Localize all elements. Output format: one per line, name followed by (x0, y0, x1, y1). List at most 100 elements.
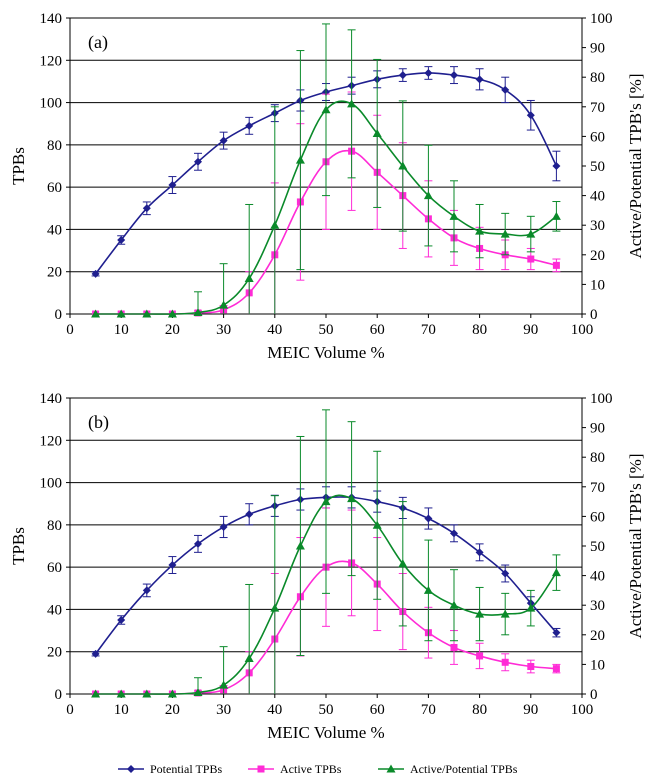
left-y-tick-label: 80 (47, 518, 62, 534)
data-point (142, 204, 151, 213)
x-tick-label: 0 (66, 322, 74, 338)
data-point (219, 136, 228, 145)
data-point (142, 309, 152, 318)
x-tick-label: 90 (523, 322, 538, 338)
right-y-tick-label: 100 (590, 391, 613, 407)
right-y-tick-label: 40 (590, 569, 605, 585)
data-point (475, 609, 485, 618)
data-point (526, 111, 535, 120)
data-point (551, 568, 561, 577)
right-y-tick-label: 10 (590, 277, 605, 293)
data-point (475, 226, 485, 235)
data-point (347, 494, 357, 503)
data-point (295, 155, 305, 164)
data-point (526, 229, 536, 238)
data-point (526, 603, 536, 612)
x-tick-label: 90 (523, 702, 538, 718)
data-point (167, 689, 177, 698)
right-y-tick-label: 60 (590, 509, 605, 525)
data-point (245, 510, 254, 519)
data-point (475, 548, 484, 557)
right-y-tick-label: 70 (590, 480, 605, 496)
legend-marker (386, 764, 396, 773)
left-y-tick-label: 120 (40, 53, 63, 69)
data-point (245, 121, 254, 130)
x-tick-label: 10 (114, 702, 129, 718)
data-point (270, 220, 280, 229)
data-point (423, 191, 433, 200)
right-y-tick-label: 0 (590, 307, 598, 323)
x-axis-title: MEIC Volume % (267, 343, 384, 362)
legend-entry: Active TPBs (280, 762, 342, 776)
data-point (219, 300, 229, 309)
panel-label: (b) (88, 412, 109, 433)
chart-panel-b: 0 10 20 30 40 50 60 70 80 90 100020406080100120140… (9, 391, 645, 742)
data-point (372, 520, 382, 529)
data-point (142, 689, 152, 698)
data-point (116, 689, 126, 698)
x-tick-label: 20 (165, 702, 180, 718)
x-tick-label: 40 (267, 322, 282, 338)
data-point (270, 603, 280, 612)
data-point (552, 162, 561, 170)
data-point (116, 309, 126, 318)
legend: Potential TPBs Active TPBs Active/Potentia… (118, 762, 518, 776)
x-tick-label: 80 (472, 322, 487, 338)
x-tick-label: 100 (571, 322, 594, 338)
left-y-tick-label: 120 (40, 433, 63, 449)
panel-label: (a) (88, 32, 108, 53)
data-point (449, 600, 459, 609)
data-point (551, 211, 561, 220)
x-tick-label: 30 (216, 702, 231, 718)
left-y-tick-label: 40 (47, 602, 62, 618)
data-point (424, 514, 433, 523)
right-y-tick-label: 80 (590, 70, 605, 86)
right-y-tick-label: 30 (590, 218, 605, 234)
right-y-tick-label: 70 (590, 100, 605, 116)
series-active-potential-tpbs (91, 409, 561, 698)
data-point (450, 71, 458, 80)
right-y-tick-label: 20 (590, 248, 605, 264)
data-point (476, 652, 484, 660)
data-point (398, 71, 407, 80)
right-y-tick-label: 50 (590, 159, 605, 175)
right-y-tick-label: 60 (590, 129, 605, 145)
x-tick-label: 60 (370, 702, 385, 718)
left-y-tick-label: 0 (55, 307, 63, 323)
data-point (167, 309, 177, 318)
data-point (194, 539, 202, 548)
right-y-tick-label: 100 (590, 11, 613, 27)
x-tick-label: 50 (319, 702, 334, 718)
data-point (91, 309, 101, 318)
series-active-potential-tpbs (91, 23, 561, 318)
right-y-tick-label: 80 (590, 450, 605, 466)
data-point (219, 680, 229, 689)
data-point (244, 653, 254, 662)
data-point (244, 273, 254, 282)
left-y-tick-label: 80 (47, 138, 62, 154)
legend-marker (127, 765, 135, 773)
left-y-axis-title: TPBs (9, 527, 28, 565)
right-y-tick-label: 20 (590, 628, 605, 644)
data-point (501, 569, 510, 578)
x-tick-label: 10 (114, 322, 129, 338)
left-y-tick-label: 60 (47, 560, 62, 576)
data-point (475, 75, 484, 84)
data-point (347, 99, 357, 108)
data-point (423, 585, 433, 594)
data-point (193, 688, 203, 697)
x-axis-title: MEIC Volume % (267, 723, 384, 742)
data-point (450, 643, 458, 651)
data-point (450, 529, 458, 538)
left-y-tick-label: 40 (47, 222, 62, 238)
data-point (91, 649, 100, 658)
right-y-axis-title: Active/Potential TPB's [%] (626, 453, 645, 638)
right-y-tick-label: 10 (590, 657, 605, 673)
right-y-tick-label: 90 (590, 421, 605, 437)
data-point (372, 128, 382, 137)
data-point (500, 229, 510, 238)
data-point (424, 68, 433, 77)
legend-entry: Active/Potential TPBs (410, 762, 518, 776)
right-y-tick-label: 90 (590, 41, 605, 57)
